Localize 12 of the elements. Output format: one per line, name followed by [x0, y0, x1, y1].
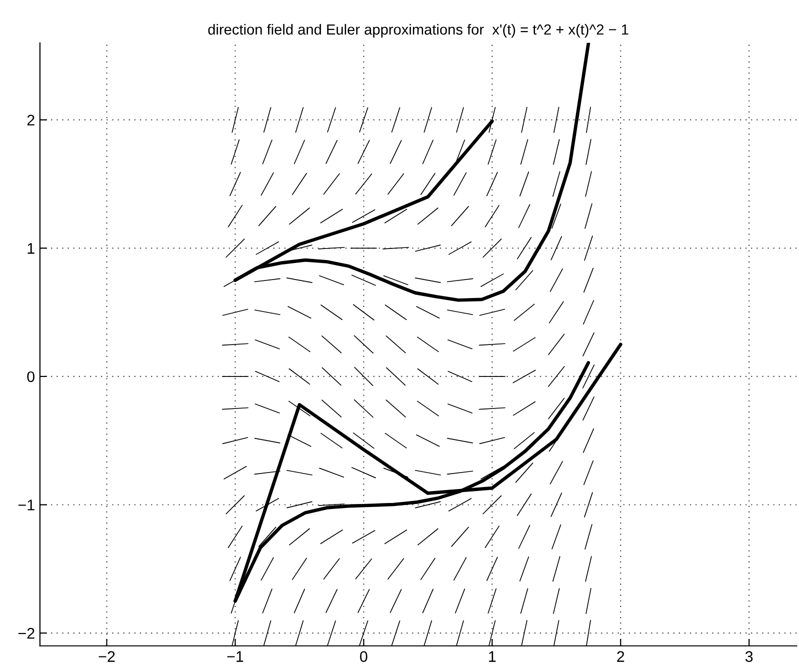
y-tick-label: 1 — [28, 243, 34, 254]
y-tick-label: 0 — [27, 371, 34, 382]
x-tick-label: −1 — [227, 651, 244, 662]
x-tick-label: 3 — [745, 651, 753, 662]
x-tick-label: −2 — [98, 651, 115, 662]
y-tick-label: 2 — [27, 114, 34, 126]
x-tick-label: 2 — [617, 651, 624, 662]
y-tick-label: −2 — [18, 628, 34, 639]
x-tick-label: 0 — [360, 651, 368, 662]
chart-title: direction field and Euler approximations for x'(t) = t^2 + x(t)^2 − 1 — [208, 24, 628, 38]
x-tick-label: 1 — [489, 651, 496, 662]
y-tick-label: −1 — [18, 500, 34, 510]
